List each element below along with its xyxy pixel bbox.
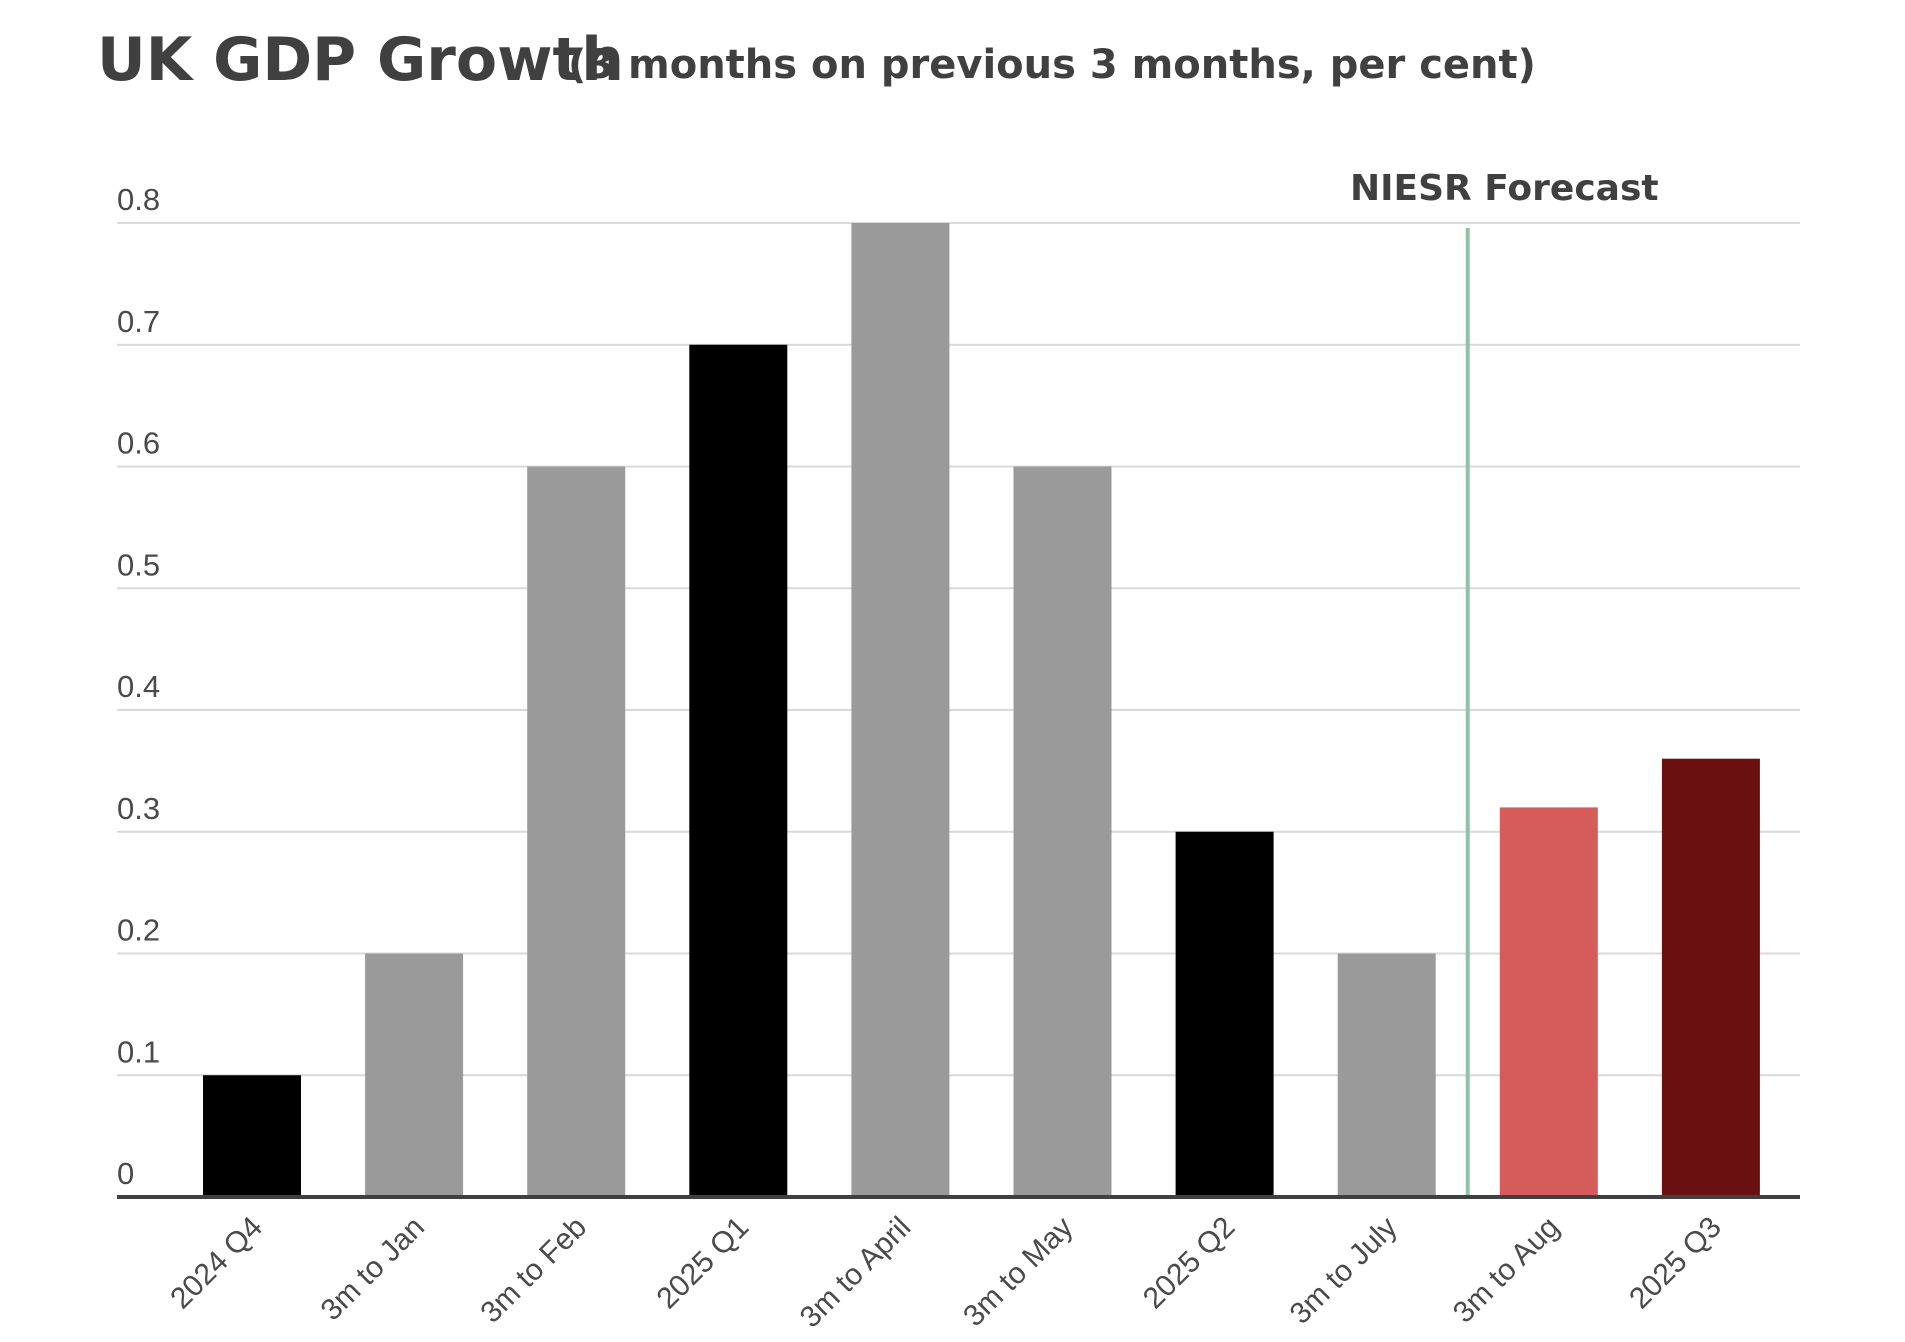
y-tick-label: 0.3: [117, 791, 160, 826]
chart-title: UK GDP Growth: [97, 25, 624, 95]
bars: [203, 223, 1760, 1197]
chart-subtitle: (3 months on previous 3 months, per cent…: [568, 42, 1536, 88]
bar: [1175, 831, 1274, 1197]
bar: [365, 953, 464, 1197]
forecast-annotation: NIESR Forecast: [1350, 168, 1659, 1197]
x-category-label: 2025 Q3: [1623, 1211, 1728, 1316]
x-category-label: 3m to May: [957, 1211, 1079, 1333]
x-category-label: 3m to Feb: [474, 1211, 593, 1330]
bar: [527, 466, 626, 1197]
bar: [1499, 807, 1598, 1197]
bar: [1337, 953, 1436, 1197]
y-tick-label: 0.4: [117, 669, 160, 704]
x-category-label: 3m to July: [1284, 1211, 1404, 1331]
x-category-label: 3m to Jan: [315, 1211, 431, 1327]
bar: [1661, 758, 1760, 1197]
bar: [689, 344, 788, 1197]
y-tick-label: 0.2: [117, 913, 160, 948]
x-axis-category-labels: 2024 Q4 3m to Jan 3m to Feb 2025 Q1 3m to Ap…: [164, 1211, 1728, 1335]
y-tick-label: 0: [117, 1156, 134, 1191]
y-tick-label: 0.7: [117, 304, 160, 339]
x-category-label: 3m to Aug: [1447, 1211, 1566, 1330]
y-tick-label: 0.1: [117, 1034, 160, 1069]
y-tick-label: 0.6: [117, 426, 160, 461]
x-category-label: 2025 Q1: [651, 1211, 756, 1316]
forecast-label: NIESR Forecast: [1350, 168, 1659, 209]
y-axis-tick-labels: 0 0.1 0.2 0.3 0.4 0.5 0.6 0.7 0.8: [117, 182, 160, 1191]
y-tick-label: 0.5: [117, 547, 160, 582]
x-category-label: 3m to April: [794, 1211, 918, 1335]
bar: [851, 223, 950, 1197]
y-tick-label: 0.8: [117, 182, 160, 217]
bar: [203, 1075, 301, 1197]
x-category-label: 2024 Q4: [164, 1211, 269, 1316]
x-category-label: 2025 Q2: [1137, 1211, 1242, 1316]
bar: [1013, 466, 1112, 1197]
